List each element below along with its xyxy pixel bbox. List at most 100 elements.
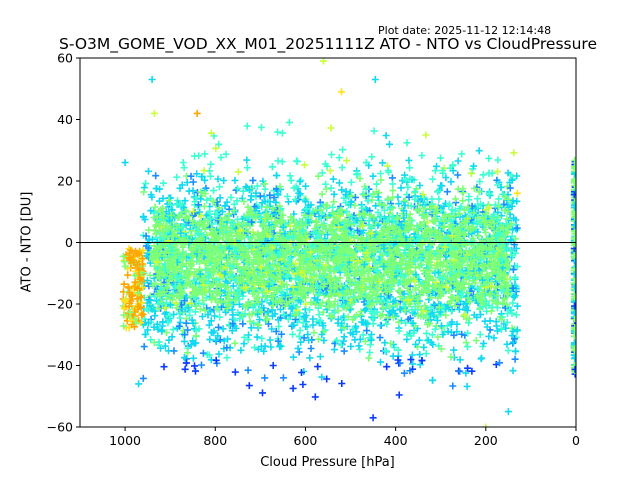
data-point: [406, 175, 414, 183]
data-point: [388, 174, 396, 182]
data-point: [511, 335, 518, 343]
data-point: [354, 170, 362, 178]
data-point: [356, 175, 364, 182]
data-point: [224, 335, 232, 343]
data-point: [359, 331, 367, 339]
data-point: [180, 337, 188, 345]
data-point: [169, 326, 177, 334]
data-point: [142, 179, 150, 187]
data-point: [165, 336, 173, 344]
data-point: [405, 156, 413, 164]
data-point: [314, 296, 321, 304]
data-point: [237, 346, 245, 354]
data-point: [289, 353, 297, 361]
data-point: [374, 208, 382, 216]
data-point: [420, 343, 428, 351]
data-point: [215, 350, 223, 358]
data-point: [243, 122, 251, 130]
data-point: [400, 369, 408, 377]
data-point: [286, 172, 294, 180]
data-point: [512, 245, 520, 252]
data-point: [181, 197, 189, 205]
data-point: [355, 342, 363, 350]
data-point: [179, 159, 187, 166]
data-point: [197, 305, 204, 313]
data-point: [475, 147, 483, 155]
data-point: [160, 363, 168, 371]
data-point: [215, 323, 222, 331]
data-point: [509, 367, 517, 375]
data-point: [511, 273, 519, 281]
data-point: [377, 170, 385, 177]
data-point: [318, 373, 326, 381]
data-point: [304, 331, 312, 338]
data-point: [205, 351, 213, 359]
data-point: [176, 318, 184, 326]
data-point: [189, 319, 197, 327]
data-point: [277, 305, 284, 313]
data-point: [361, 306, 369, 314]
data-point: [276, 342, 284, 349]
data-point: [258, 335, 266, 342]
data-point: [249, 176, 257, 184]
data-point: [315, 311, 323, 319]
data-point: [480, 339, 488, 347]
data-point: [367, 224, 375, 232]
data-point: [302, 182, 310, 190]
data-point: [503, 340, 511, 348]
data-point: [301, 161, 309, 169]
data-point: [327, 184, 335, 192]
data-point: [328, 151, 335, 159]
data-point: [205, 321, 213, 329]
data-point: [189, 178, 197, 186]
data-point: [415, 336, 423, 344]
data-point: [220, 177, 228, 184]
data-point: [142, 232, 150, 240]
data-point: [476, 178, 484, 186]
data-point: [513, 197, 521, 205]
data-point: [483, 323, 491, 331]
data-point: [231, 176, 239, 184]
data-point: [266, 191, 274, 199]
data-point: [429, 175, 437, 183]
data-point: [389, 180, 397, 188]
data-point: [470, 162, 478, 170]
data-point: [384, 167, 392, 174]
data-point: [244, 366, 252, 374]
data-point: [337, 341, 345, 349]
data-point: [307, 345, 315, 352]
data-point: [335, 179, 343, 187]
data-point: [333, 336, 341, 344]
data-point: [259, 389, 266, 397]
data-point: [511, 292, 519, 300]
data-point: [163, 329, 171, 337]
data-point: [321, 160, 329, 168]
data-point: [505, 306, 513, 314]
data-point: [423, 314, 431, 322]
data-point: [158, 327, 166, 335]
data-point: [223, 344, 231, 352]
data-point: [468, 202, 476, 210]
data-point: [513, 172, 521, 180]
data-point: [223, 198, 231, 206]
data-point: [409, 319, 417, 327]
data-point: [294, 157, 301, 165]
data-point: [167, 201, 175, 209]
data-point: [446, 200, 453, 208]
data-point: [141, 331, 149, 338]
data-point: [279, 374, 287, 382]
data-point: [505, 195, 512, 203]
data-point: [274, 337, 282, 345]
data-point: [319, 322, 327, 330]
data-point: [454, 157, 462, 165]
data-point: [371, 310, 379, 318]
data-point: [266, 336, 274, 344]
data-point: [465, 319, 473, 327]
data-point: [170, 310, 178, 318]
data-point: [416, 351, 424, 359]
data-point: [223, 354, 231, 362]
data-point: [287, 176, 295, 184]
data-point: [231, 368, 239, 376]
data-point: [178, 305, 186, 313]
data-point: [206, 336, 214, 344]
